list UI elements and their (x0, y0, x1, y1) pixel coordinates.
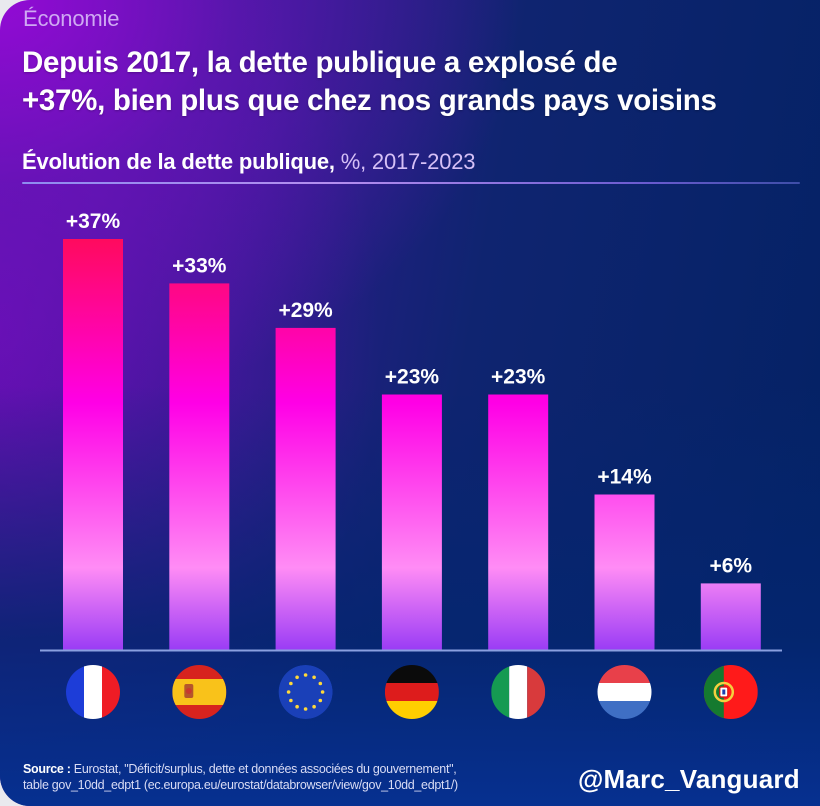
headline-line-2: +37%, bien plus que chez nos grands pays… (22, 84, 717, 117)
source-text-1: Eurostat, "Déficit/surplus, dette et don… (70, 762, 457, 776)
bars-group (63, 239, 761, 650)
data-label: +37% (66, 210, 121, 233)
subtitle-unit: %, 2017-2023 (334, 149, 476, 174)
source-line-1: Source : Eurostat, "Déficit/surplus, det… (23, 761, 458, 777)
flags-group (66, 665, 758, 719)
data-label: +33% (172, 254, 227, 277)
source-line-2: table gov_10dd_edpt1 (ec.europa.eu/euros… (23, 778, 458, 792)
subtitle-main: Évolution de la dette publique, (22, 149, 335, 174)
bar-eu (275, 327, 336, 650)
bar-portugal (700, 583, 761, 650)
data-label: +14% (597, 466, 652, 489)
separator-line (22, 182, 800, 184)
flag-italy-icon (491, 665, 546, 719)
bar-spain (169, 283, 230, 650)
source-note: Source : Eurostat, "Déficit/surplus, det… (23, 761, 458, 793)
data-label: +23% (491, 366, 546, 389)
bar-italy (488, 394, 549, 650)
source-label: Source : (23, 762, 71, 776)
bar-netherlands (594, 494, 655, 650)
flag-eu-icon (278, 665, 333, 719)
flag-spain-icon (172, 665, 227, 719)
headline-line-1: Depuis 2017, la dette publique a explosé… (22, 46, 618, 79)
bar-germany (381, 394, 442, 650)
flag-portugal-icon (703, 665, 758, 719)
flag-france-icon (66, 665, 120, 719)
category-label: Économie (23, 6, 120, 31)
data-label: +29% (278, 299, 333, 322)
author-handle: @Marc_Vanguard (578, 764, 800, 794)
data-label: +23% (385, 366, 440, 389)
flag-germany-icon (384, 665, 439, 719)
headline: Depuis 2017, la dette publique a explosé… (22, 44, 812, 120)
bar-france (63, 239, 123, 650)
flag-netherlands-icon (597, 665, 652, 719)
data-labels-group: +37% +33% +29% +23% +23% +14% +6% (66, 210, 753, 577)
data-label: +6% (709, 554, 752, 577)
chart-subtitle: Évolution de la dette publique, %, 2017-… (22, 149, 476, 175)
